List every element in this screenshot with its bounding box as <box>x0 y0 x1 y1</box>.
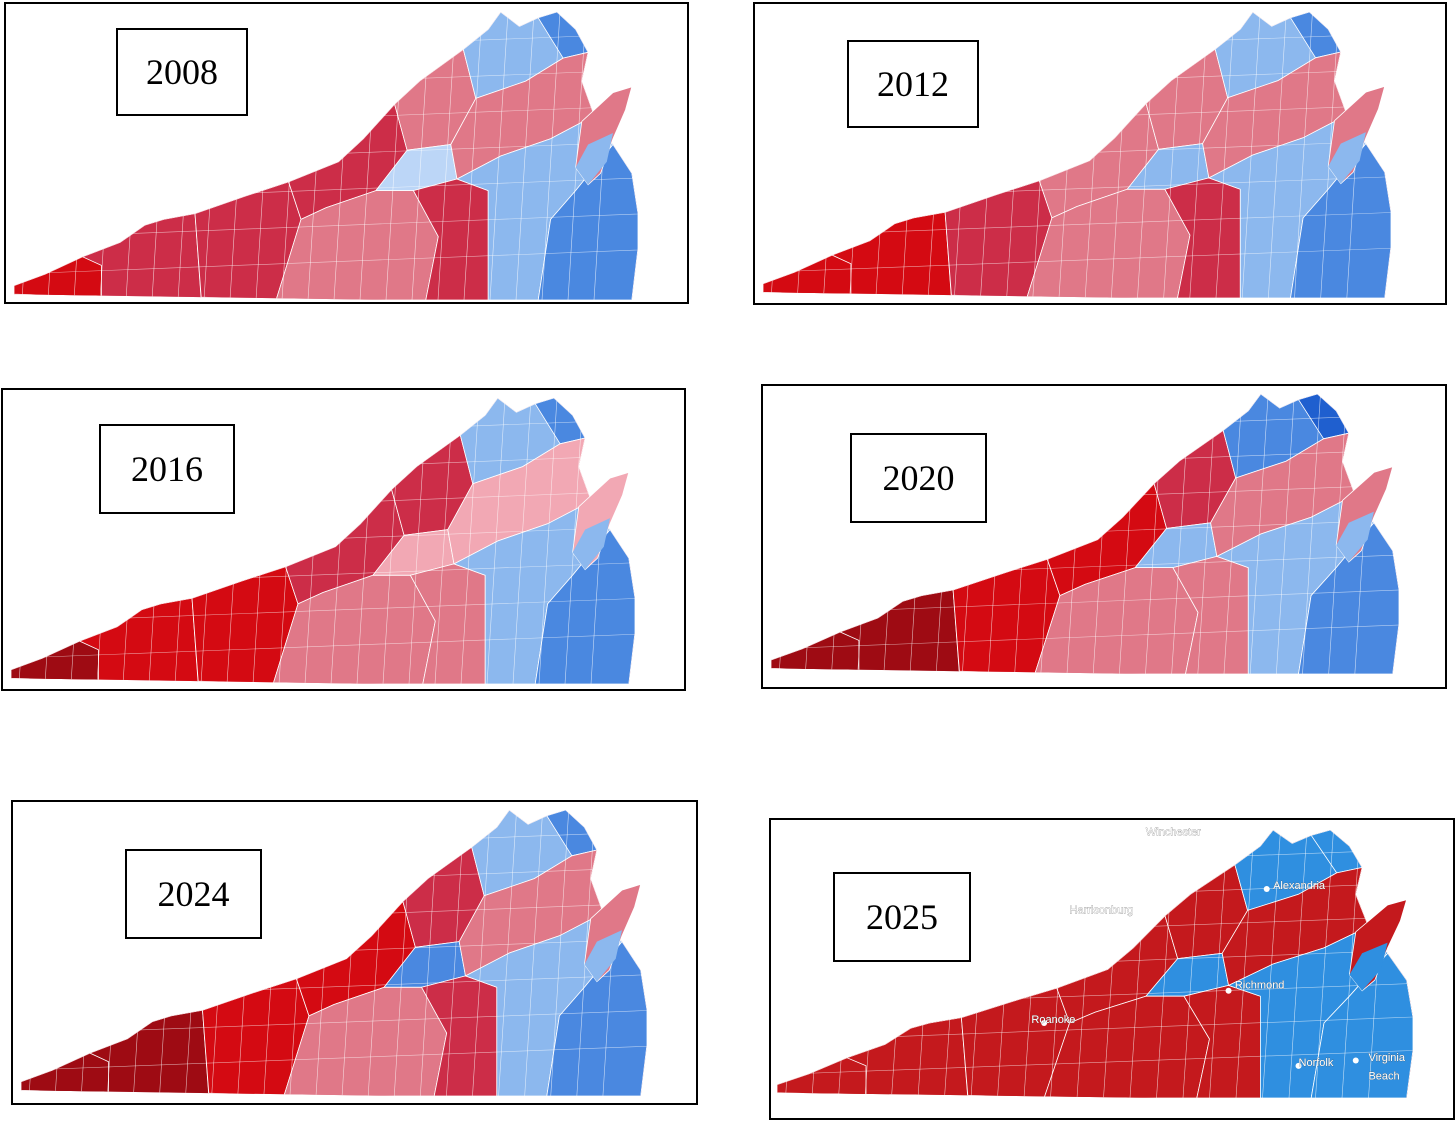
county-border <box>811 830 831 1098</box>
county-border <box>763 247 1391 273</box>
county-border <box>14 249 638 275</box>
county-border <box>1249 394 1269 674</box>
virginia-county-map-2012 <box>763 12 1391 298</box>
county-border <box>489 12 509 300</box>
city-marker <box>1161 835 1168 842</box>
region-tide <box>537 143 638 300</box>
county-border <box>21 1045 647 1071</box>
eastern-shore-south <box>575 133 613 185</box>
county-border <box>524 810 543 1096</box>
county-border <box>1235 830 1255 1098</box>
region-swTip <box>771 631 860 672</box>
county-border <box>446 810 465 1096</box>
year-label-2024: 2024 <box>125 849 262 939</box>
year-label-2008: 2008 <box>116 28 248 116</box>
county-border <box>1302 394 1321 674</box>
city-label: Richmond <box>1235 979 1285 991</box>
county-border <box>1315 830 1334 1098</box>
county-border <box>1268 12 1287 298</box>
city-marker <box>1225 987 1232 994</box>
city-label: Alexandria <box>1273 880 1326 892</box>
county-border <box>550 810 570 1096</box>
eastern-shore-south <box>1328 132 1366 184</box>
county-border <box>785 830 804 1098</box>
region-swTip <box>777 1057 867 1096</box>
map-panel-2025: Winchester Harrisonburg Alexandria Richmond… <box>769 818 1455 1120</box>
year-label-2025: 2025 <box>833 872 971 962</box>
county-border <box>770 12 790 298</box>
county-border <box>1197 394 1217 674</box>
county-border <box>515 12 535 300</box>
region-nova2 <box>534 398 586 445</box>
county-border <box>797 12 816 298</box>
county-border <box>1262 830 1281 1098</box>
county-border <box>472 810 491 1096</box>
city-marker <box>1111 915 1118 922</box>
county-border <box>538 398 558 684</box>
city-label: Roanoke <box>1031 1014 1075 1026</box>
city-label: Winchester <box>1146 827 1201 839</box>
county-border <box>44 398 64 684</box>
county-border <box>460 398 480 684</box>
year-label-2020: 2020 <box>850 433 987 523</box>
map-panel-2012: 2012 <box>753 2 1447 305</box>
region-tide <box>546 940 647 1096</box>
eastern-shore-south <box>1349 942 1388 991</box>
county-border <box>21 12 41 300</box>
county-border <box>805 394 824 674</box>
eastern-shore-south <box>572 518 610 570</box>
county-border <box>512 398 532 684</box>
county-border <box>771 624 1399 650</box>
county-border <box>1288 830 1308 1098</box>
region-swTip <box>21 1052 109 1094</box>
county-border <box>28 810 48 1096</box>
county-border <box>777 1050 1413 1075</box>
county-border <box>437 12 457 300</box>
virginia-county-map-2025: Winchester Harrisonburg Alexandria Richmond… <box>777 826 1413 1098</box>
city-marker <box>1295 1062 1302 1069</box>
city-marker <box>1041 1019 1048 1026</box>
year-label-2012: 2012 <box>847 40 979 128</box>
county-border <box>47 12 67 300</box>
county-border <box>1276 394 1295 674</box>
year-label-2016: 2016 <box>99 424 235 514</box>
city-label: Harrisonburg <box>1070 904 1134 916</box>
virginia-county-map-2016 <box>11 398 635 684</box>
county-border <box>18 398 38 684</box>
county-border <box>778 394 798 674</box>
county-border <box>54 810 74 1096</box>
region-swTip <box>763 254 852 296</box>
county-border <box>541 12 561 300</box>
city-label: Virginia <box>1368 1052 1405 1064</box>
county-border <box>1294 12 1313 298</box>
county-border <box>1223 394 1243 674</box>
map-panel-2016: 2016 <box>1 388 686 691</box>
county-border <box>11 633 635 659</box>
region-tide <box>534 528 635 684</box>
city-marker <box>1263 885 1270 892</box>
map-panel-2024: 2024 <box>11 800 698 1105</box>
eastern-shore-south <box>1336 511 1374 562</box>
county-border <box>463 12 483 300</box>
county-border <box>498 810 517 1096</box>
virginia-county-map-2024 <box>21 810 647 1096</box>
county-border <box>1215 12 1235 298</box>
city-marker <box>1352 1057 1359 1064</box>
city-label: Beach <box>1368 1071 1399 1083</box>
map-panel-2008: 2008 <box>4 2 689 304</box>
county-border <box>1189 12 1209 298</box>
region-swTip <box>14 256 102 298</box>
county-border <box>1209 830 1228 1098</box>
county-border <box>486 398 506 684</box>
virginia-county-map-2008 <box>14 12 638 300</box>
county-border <box>434 398 454 684</box>
eastern-shore-south <box>584 930 622 982</box>
city-label: Norfolk <box>1299 1057 1334 1069</box>
region-swTip <box>11 640 99 682</box>
map-panel-2020: 2020 <box>761 384 1447 689</box>
virginia-county-map-2020 <box>771 394 1399 674</box>
county-border <box>1241 12 1261 298</box>
